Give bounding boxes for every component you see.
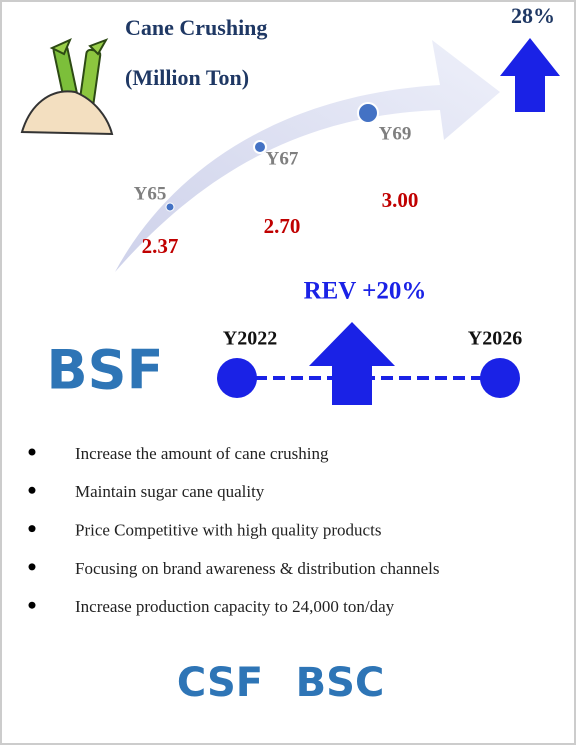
company: BSC — [296, 660, 385, 706]
bullet — [29, 449, 36, 456]
year-label: Y67 — [266, 148, 299, 169]
company: BSF — [47, 339, 164, 402]
year-label: Y65 — [134, 183, 167, 204]
timeline-dot — [480, 358, 520, 398]
start-year: Y2022 — [223, 328, 277, 350]
bullet-text: Price Competitive with high quality prod… — [75, 521, 381, 540]
year-label: Y69 — [379, 123, 412, 144]
bullet — [29, 563, 36, 570]
point — [358, 103, 378, 123]
bullet — [29, 525, 36, 532]
title: Cane Crushing — [125, 15, 267, 40]
revenue-label: REV +20% — [304, 278, 427, 305]
growth-label: 28% — [511, 3, 555, 28]
end-year: Y2026 — [468, 328, 522, 350]
bullet-text: Maintain sugar cane quality — [75, 482, 265, 501]
bullet-text: Focusing on brand awareness & distributi… — [75, 559, 440, 578]
bullet — [29, 602, 36, 609]
page: Cane Crushing (Million Ton) 28% Y65 Y67 … — [0, 0, 577, 746]
value-label: 3.00 — [382, 188, 419, 212]
bullet — [29, 487, 36, 494]
company: CSF — [177, 660, 263, 706]
value-label: 2.70 — [264, 214, 301, 238]
infographic: Cane Crushing (Million Ton) 28% Y65 Y67 … — [0, 0, 577, 746]
timeline-dot — [217, 358, 257, 398]
bullet-text: Increase production capacity to 24,000 t… — [75, 597, 395, 616]
point — [254, 141, 266, 153]
bullet-text: Increase the amount of cane crushing — [75, 444, 329, 463]
value-label: 2.37 — [142, 234, 179, 258]
point — [166, 203, 174, 211]
unit: (Million Ton) — [125, 65, 249, 90]
